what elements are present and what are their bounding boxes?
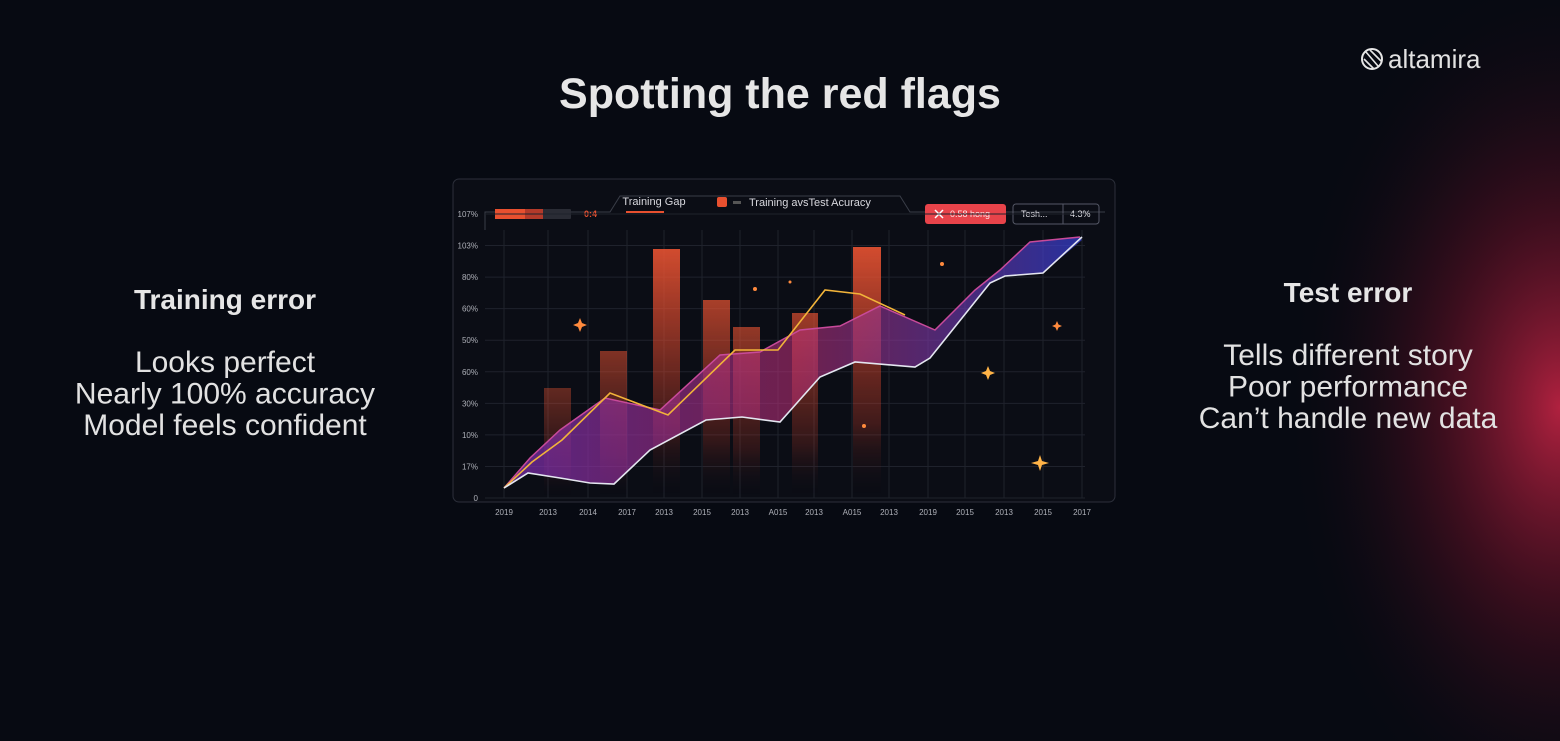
x-tick-label: 2013 (731, 508, 749, 517)
legend-dash (733, 201, 741, 204)
x-tick-label: 2015 (1034, 508, 1052, 517)
panel-header-line (484, 195, 1105, 230)
right-line: Can’t handle new data (1199, 402, 1498, 435)
y-tick-label: 0 (474, 494, 479, 503)
bar (853, 247, 881, 500)
y-tick-label: 60% (462, 305, 478, 314)
x-tick-label: 2013 (805, 508, 823, 517)
sparkle (1031, 455, 1049, 471)
left-line: Nearly 100% accuracy (75, 378, 375, 411)
y-tick-label: 17% (462, 462, 478, 471)
x-tick-label: 2017 (1073, 508, 1091, 517)
x-tick-label: 2015 (956, 508, 974, 517)
x-tick-label: 2013 (655, 508, 673, 517)
x-tick-label: 2014 (579, 508, 597, 517)
y-tick-label: 107% (458, 210, 478, 219)
gap-area (504, 237, 1082, 488)
tab: Training Gap (622, 196, 685, 208)
glow (1100, 0, 1560, 741)
slide-title: Spotting the red flags (559, 70, 1001, 118)
test-line (503, 236, 1083, 489)
logo: altamira (1361, 44, 1481, 74)
x-tick-label: 2013 (995, 508, 1013, 517)
left-line: Looks perfect (135, 346, 316, 379)
x-tick-label: A015 (769, 508, 788, 517)
x-tick-label: 2017 (618, 508, 636, 517)
legend-dot (717, 197, 727, 207)
y-tick-label: 30% (462, 399, 478, 408)
left-heading: Training error (134, 284, 316, 315)
left-line: Model feels confident (83, 409, 367, 442)
right-line: Tells different story (1223, 339, 1473, 372)
logo-icon (1361, 48, 1383, 70)
sparkle (940, 262, 944, 266)
y-tick-label: 50% (462, 336, 478, 345)
x-tick-label: 2019 (495, 508, 513, 517)
legend: Training avsTest Acuracy (749, 197, 871, 209)
y-tick-label: 103% (458, 242, 478, 251)
logo-icon-lines (1363, 49, 1382, 70)
y-tick-label: 60% (462, 368, 478, 377)
sparkle (981, 366, 995, 380)
sparkle (788, 280, 792, 284)
right-line: Poor performance (1228, 371, 1468, 404)
bar (653, 249, 680, 500)
sparkle (573, 318, 587, 332)
x-tick-label: 2015 (693, 508, 711, 517)
logo-text: altamira (1388, 44, 1481, 74)
x-tick-label: 2013 (880, 508, 898, 517)
sparkle (862, 424, 866, 428)
sparkle (753, 287, 757, 291)
y-tick-label: 80% (462, 273, 478, 282)
x-tick-label: 2019 (919, 508, 937, 517)
x-tick-label: A015 (843, 508, 862, 517)
train-line (503, 236, 1081, 489)
sparkles (573, 262, 1062, 471)
tab-underline (626, 211, 664, 213)
x-tick-label: 2013 (539, 508, 557, 517)
y-tick-label: 10% (462, 431, 478, 440)
right-heading: Test error (1284, 277, 1413, 308)
sparkle (1052, 321, 1062, 331)
chart-panel: 0:4 Training Gap Training avsTest Acurac… (452, 178, 1116, 517)
accuracy-line (503, 289, 906, 489)
